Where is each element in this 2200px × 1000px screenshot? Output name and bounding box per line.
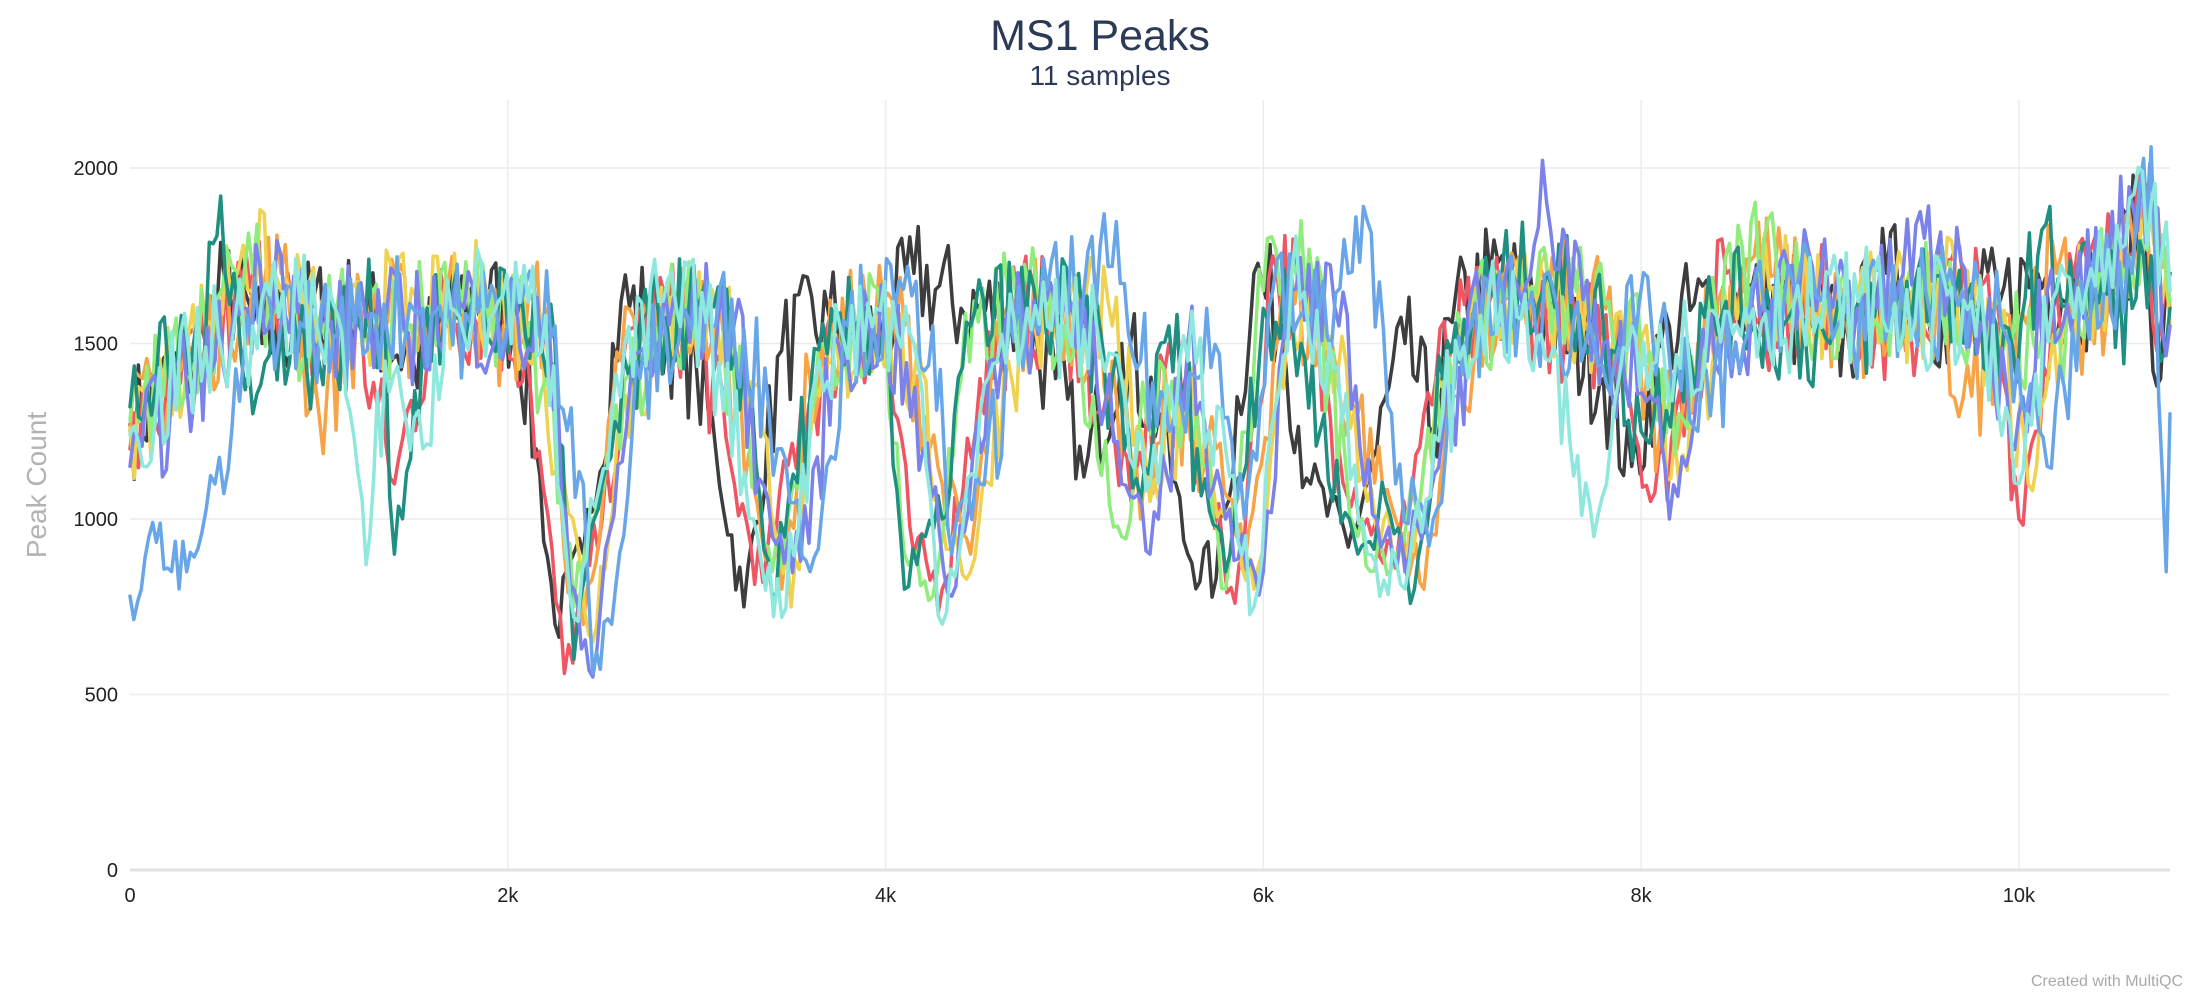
series-line-9 — [128, 165, 2172, 627]
chart-subtitle: 11 samples — [1029, 60, 1170, 91]
y-tick-label: 500 — [85, 685, 118, 707]
axes: 0 500 1000 1500 2000 0 2k 4k 6k 8k 10k — [74, 158, 2170, 907]
x-tick-label: 0 — [124, 885, 135, 907]
series-line-5 — [128, 200, 2172, 609]
series-line-8 — [128, 145, 2172, 676]
y-tick-label: 2000 — [74, 158, 119, 180]
x-tick-label: 4k — [875, 885, 897, 907]
x-tick-label: 6k — [1253, 885, 1275, 907]
credit-label: Created with MultiQC — [2031, 973, 2183, 990]
y-tick-label: 0 — [107, 860, 118, 882]
chart-title: MS1 Peaks — [990, 12, 1210, 60]
x-tick-label: 8k — [1631, 885, 1653, 907]
x-tick-label: 2k — [497, 885, 519, 907]
y-axis-label: Peak Count — [21, 412, 52, 559]
x-tick-label: 10k — [2003, 885, 2036, 907]
y-tick-label: 1000 — [74, 509, 119, 531]
y-tick-label: 1500 — [74, 334, 119, 356]
series-lines — [128, 145, 2172, 679]
